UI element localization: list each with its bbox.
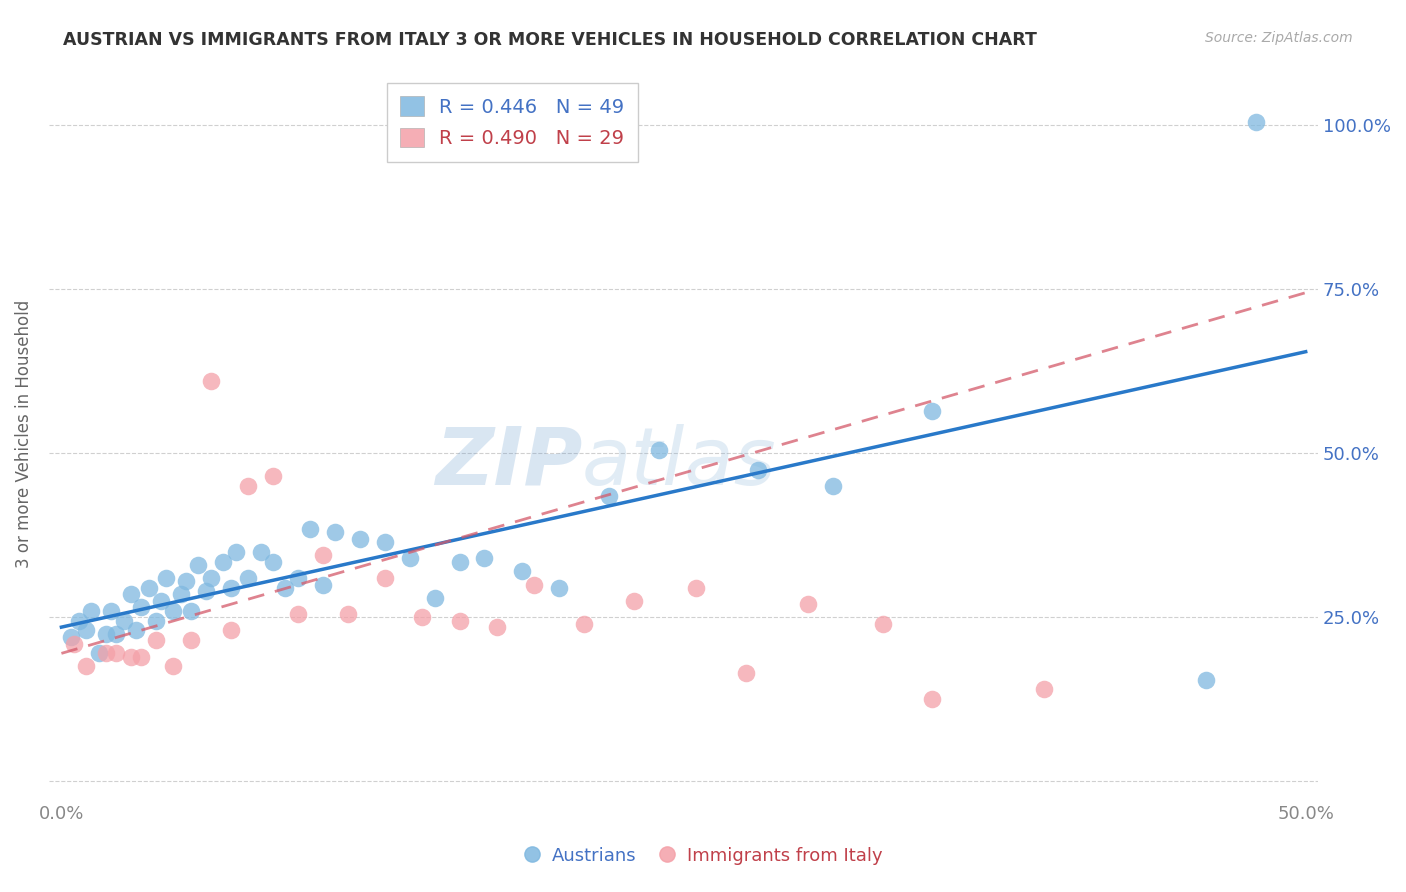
Point <box>120 649 142 664</box>
Point <box>236 571 259 585</box>
Point <box>187 558 209 572</box>
Point <box>96 626 118 640</box>
Point <box>312 548 335 562</box>
Point <box>170 587 193 601</box>
Point <box>162 659 184 673</box>
Point <box>145 633 167 648</box>
Point <box>598 489 620 503</box>
Point <box>797 597 820 611</box>
Point <box>75 659 97 673</box>
Point <box>374 571 396 585</box>
Point <box>96 646 118 660</box>
Point <box>63 636 86 650</box>
Point <box>219 624 242 638</box>
Point <box>105 646 128 660</box>
Text: AUSTRIAN VS IMMIGRANTS FROM ITALY 3 OR MORE VEHICLES IN HOUSEHOLD CORRELATION CH: AUSTRIAN VS IMMIGRANTS FROM ITALY 3 OR M… <box>63 31 1038 49</box>
Point <box>423 591 446 605</box>
Point <box>105 626 128 640</box>
Text: atlas: atlas <box>582 424 776 501</box>
Point <box>60 630 83 644</box>
Point <box>474 551 496 566</box>
Point <box>747 463 769 477</box>
Point <box>336 607 359 621</box>
Point <box>374 534 396 549</box>
Point <box>112 614 135 628</box>
Point <box>180 604 202 618</box>
Point <box>155 571 177 585</box>
Point <box>921 692 943 706</box>
Point <box>149 594 172 608</box>
Point <box>249 545 271 559</box>
Point <box>572 616 595 631</box>
Point <box>262 469 284 483</box>
Point <box>129 600 152 615</box>
Point <box>100 604 122 618</box>
Point <box>180 633 202 648</box>
Point <box>129 649 152 664</box>
Point <box>200 571 222 585</box>
Point <box>1033 682 1056 697</box>
Point <box>921 403 943 417</box>
Point <box>225 545 247 559</box>
Point <box>236 479 259 493</box>
Point <box>685 581 707 595</box>
Point <box>67 614 90 628</box>
Point <box>647 443 669 458</box>
Point <box>734 666 756 681</box>
Point <box>75 624 97 638</box>
Point <box>274 581 297 595</box>
Point <box>411 610 433 624</box>
Point <box>200 374 222 388</box>
Point <box>287 607 309 621</box>
Point <box>872 616 894 631</box>
Point <box>194 584 217 599</box>
Point <box>821 479 844 493</box>
Point <box>262 555 284 569</box>
Point <box>1244 115 1267 129</box>
Point <box>145 614 167 628</box>
Legend: R = 0.446   N = 49, R = 0.490   N = 29: R = 0.446 N = 49, R = 0.490 N = 29 <box>387 83 638 161</box>
Point <box>449 555 471 569</box>
Point <box>312 577 335 591</box>
Point <box>623 594 645 608</box>
Point <box>548 581 571 595</box>
Point <box>398 551 420 566</box>
Y-axis label: 3 or more Vehicles in Household: 3 or more Vehicles in Household <box>15 300 32 568</box>
Point <box>523 577 546 591</box>
Point <box>120 587 142 601</box>
Point <box>299 522 322 536</box>
Point <box>174 574 197 589</box>
Text: ZIP: ZIP <box>434 424 582 501</box>
Point <box>1195 673 1218 687</box>
Point <box>219 581 242 595</box>
Point <box>323 524 346 539</box>
Point <box>125 624 148 638</box>
Point <box>87 646 110 660</box>
Point <box>80 604 103 618</box>
Legend: Austrians, Immigrants from Italy: Austrians, Immigrants from Italy <box>516 839 890 872</box>
Text: Source: ZipAtlas.com: Source: ZipAtlas.com <box>1205 31 1353 45</box>
Point <box>212 555 235 569</box>
Point <box>485 620 508 634</box>
Point <box>287 571 309 585</box>
Point <box>510 565 533 579</box>
Point <box>138 581 160 595</box>
Point <box>449 614 471 628</box>
Point <box>162 604 184 618</box>
Point <box>349 532 371 546</box>
